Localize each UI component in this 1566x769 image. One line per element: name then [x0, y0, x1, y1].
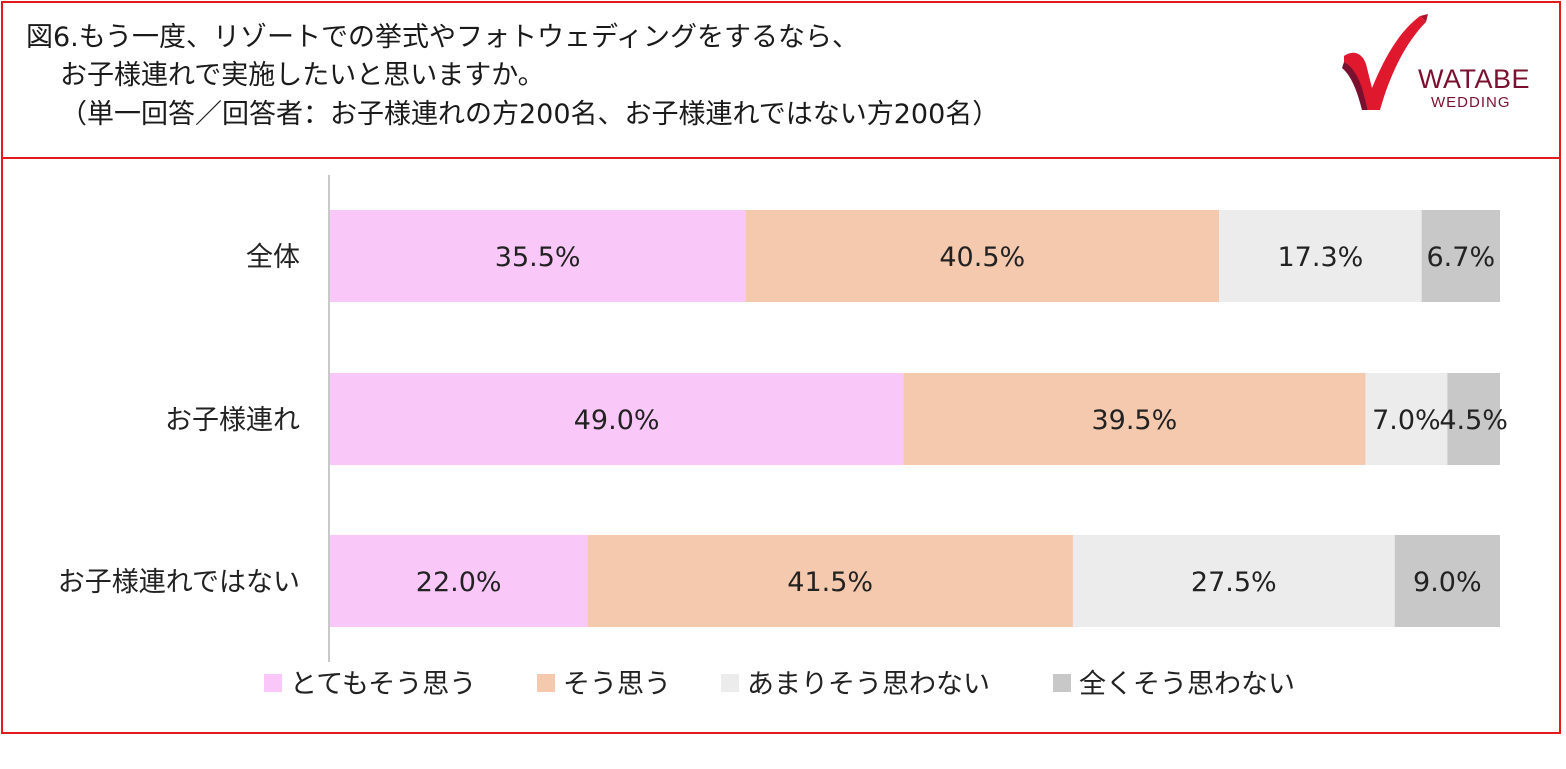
bar-segment [330, 210, 746, 302]
bar-segment [330, 535, 588, 627]
data-label: 40.5% [939, 242, 1025, 273]
bar-segment [1072, 535, 1395, 627]
bar-segment [1394, 535, 1500, 627]
category-label: お子様連れではない [58, 567, 300, 598]
data-label: 7.0% [1372, 405, 1441, 436]
legend-swatch [1053, 674, 1071, 692]
bar-segment [1365, 373, 1448, 465]
bar-segment [587, 535, 1073, 627]
data-label: 39.5% [1091, 405, 1177, 436]
data-label: 17.3% [1278, 242, 1364, 273]
logo-name: WATABE [1418, 64, 1531, 94]
bar-segment [330, 373, 904, 465]
data-label: 9.0% [1413, 567, 1482, 598]
legend-label: そう思う [563, 669, 671, 700]
watabe-wedding-logo: WATABE WEDDING [1338, 14, 1553, 114]
bar-segment [1421, 210, 1500, 302]
chart-title-line-2: お子様連れで実施したいと思いますか。 [60, 60, 545, 91]
legend-label: 全くそう思わない [1079, 669, 1295, 700]
category-label: 全体 [246, 242, 300, 273]
data-label: 41.5% [787, 567, 873, 598]
bar-segment [1219, 210, 1422, 302]
header-frame [1, 1, 1561, 159]
category-label: お子様連れ [165, 405, 300, 436]
chart-title-line-3: （単一回答／回答者：お子様連れの方200名、お子様連れではない方200名） [60, 99, 1000, 130]
legend-swatch [264, 674, 282, 692]
data-label: 22.0% [416, 567, 502, 598]
bar-segment [903, 373, 1366, 465]
bar-segment [1447, 373, 1500, 465]
chart-frame [1, 159, 1561, 734]
legend-label: とてもそう思う [290, 669, 476, 700]
data-label: 35.5% [495, 242, 581, 273]
legend-label: あまりそう思わない [747, 669, 990, 700]
logo-checkmark-icon [1342, 14, 1428, 110]
legend-swatch [537, 674, 555, 692]
data-label: 49.0% [574, 405, 660, 436]
bar-segment [745, 210, 1220, 302]
data-label: 27.5% [1191, 567, 1277, 598]
logo-subname: WEDDING [1431, 94, 1511, 111]
data-label: 6.7% [1427, 242, 1496, 273]
legend-swatch [721, 674, 739, 692]
data-label: 4.5% [1439, 405, 1508, 436]
chart-title-line-1: 図6.もう一度、リゾートでの挙式やフォトウェディングをするなら、 [26, 22, 860, 53]
